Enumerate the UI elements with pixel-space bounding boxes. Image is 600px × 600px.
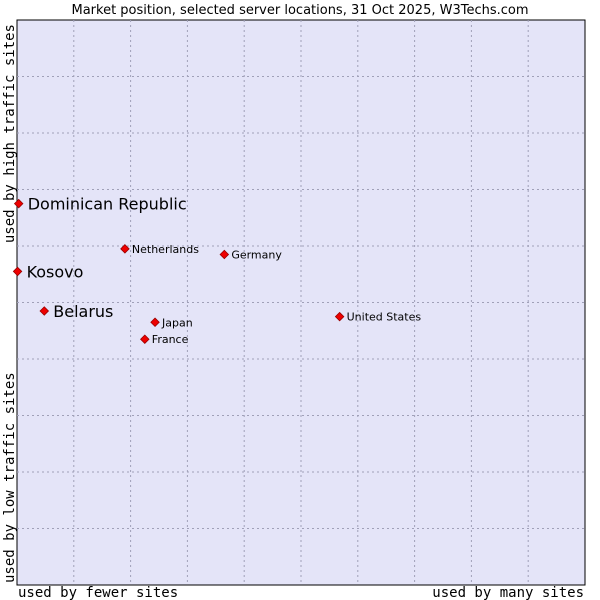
point-label-germany: Germany [231, 248, 282, 261]
point-label-belarus: Belarus [53, 302, 113, 321]
grid-lines [17, 20, 585, 585]
chart-title: Market position, selected server locatio… [71, 3, 528, 18]
point-marker-france[interactable] [140, 334, 150, 344]
data-points [12, 198, 345, 344]
point-label-united-states: United States [347, 311, 422, 324]
y-axis-label-top: used by high traffic sites [2, 24, 18, 243]
point-label-france: France [152, 333, 189, 346]
x-axis-label-left: used by fewer sites [18, 585, 178, 600]
point-marker-united-states[interactable] [334, 311, 345, 322]
point-marker-dominican-republic[interactable] [13, 198, 24, 209]
point-marker-belarus[interactable] [39, 306, 50, 316]
x-axis-label-right: used by many sites [432, 585, 584, 600]
point-marker-germany[interactable] [219, 249, 230, 260]
y-axis-label-bottom: used by low traffic sites [2, 372, 18, 583]
point-label-kosovo: Kosovo [27, 262, 84, 281]
point-marker-netherlands[interactable] [120, 244, 130, 254]
point-label-japan: Japan [161, 316, 193, 329]
point-marker-japan[interactable] [150, 317, 160, 328]
data-labels: Dominican Republic Kosovo Belarus Netherlan… [27, 195, 422, 347]
point-label-dominican-republic: Dominican Republic [28, 195, 187, 214]
point-marker-kosovo[interactable] [12, 266, 23, 277]
point-label-netherlands: Netherlands [132, 243, 199, 256]
